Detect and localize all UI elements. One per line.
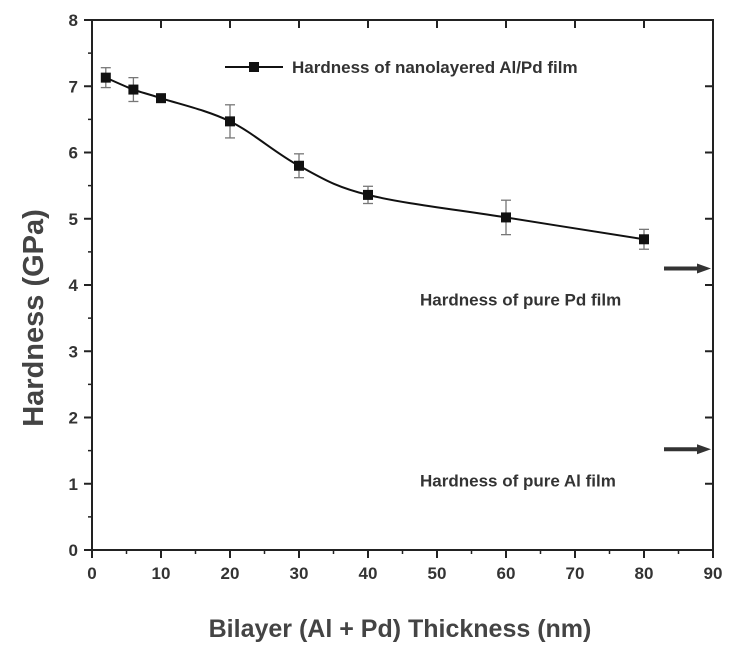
- y-tick-label: 1: [69, 475, 78, 494]
- y-tick-label: 6: [69, 144, 78, 163]
- y-tick-label: 3: [69, 342, 78, 361]
- data-point: [225, 116, 235, 127]
- x-tick-label: 80: [635, 564, 654, 583]
- data-point: [156, 93, 166, 104]
- data-point: [128, 84, 139, 95]
- axes: [91, 19, 714, 551]
- y-tick-label: 4: [69, 276, 79, 295]
- x-tick-label: 70: [566, 564, 585, 583]
- y-tick-label: 7: [69, 77, 78, 96]
- annotation-label-al: Hardness of pure Al film: [420, 471, 616, 490]
- x-tick-label: 60: [497, 564, 516, 583]
- data-point: [639, 234, 649, 245]
- x-tick-label: 0: [87, 564, 96, 583]
- data-point: [501, 212, 511, 223]
- y-tick-label: 2: [69, 409, 78, 428]
- series-layer: [100, 67, 649, 250]
- annotation-label-pd: Hardness of pure Pd film: [420, 290, 621, 309]
- plot-frame: [91, 19, 714, 551]
- data-point: [363, 189, 373, 200]
- x-tick-label: 30: [290, 564, 309, 583]
- legend-label: Hardness of nanolayered Al/Pd film: [292, 58, 578, 77]
- x-tick-label: 10: [152, 564, 171, 583]
- y-tick-label: 8: [69, 11, 78, 30]
- series-line: [105, 76, 645, 241]
- x-tick-label: 20: [221, 564, 240, 583]
- legend: Hardness of nanolayered Al/Pd film: [225, 58, 578, 77]
- y-tick-label: 5: [69, 210, 78, 229]
- y-tick-label: 0: [69, 541, 78, 560]
- annotation-arrow-head: [697, 444, 711, 455]
- x-tick-label: 90: [704, 564, 723, 583]
- annotation-arrow-head: [697, 263, 711, 274]
- legend-marker: [249, 62, 259, 72]
- x-tick-label: 50: [428, 564, 447, 583]
- annotations: Hardness of pure Pd film Hardness of pure…: [420, 263, 711, 490]
- x-tick-label: 40: [359, 564, 378, 583]
- x-axis-title: Bilayer (Al + Pd) Thickness (nm): [209, 615, 592, 643]
- y-axis-title: Hardness (GPa): [18, 209, 50, 427]
- data-point: [100, 72, 111, 83]
- ticks: 0 10 20 30 40 50 60 70 80 90 0 1 2 3 4 5 6 7 8: [69, 11, 723, 583]
- data-point: [294, 160, 304, 171]
